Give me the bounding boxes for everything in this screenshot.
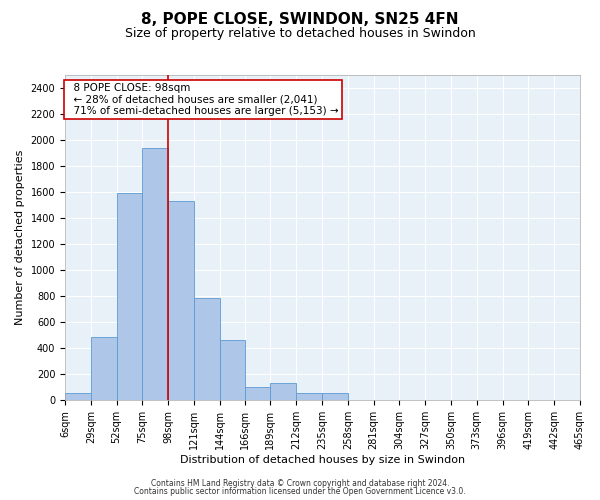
Bar: [65, 392, 91, 400]
Text: Size of property relative to detached houses in Swindon: Size of property relative to detached ho…: [125, 28, 475, 40]
Bar: [91, 336, 116, 400]
Bar: [296, 393, 322, 400]
Bar: [142, 148, 168, 401]
Y-axis label: Number of detached properties: Number of detached properties: [15, 150, 25, 326]
Text: 8, POPE CLOSE, SWINDON, SN25 4FN: 8, POPE CLOSE, SWINDON, SN25 4FN: [141, 12, 459, 28]
Bar: [116, 194, 142, 400]
Text: 8 POPE CLOSE: 98sqm
  ← 28% of detached houses are smaller (2,041)
  71% of semi: 8 POPE CLOSE: 98sqm ← 28% of detached ho…: [67, 83, 339, 116]
Bar: [194, 298, 220, 401]
Bar: [220, 340, 245, 400]
Bar: [271, 384, 296, 400]
Bar: [245, 388, 271, 400]
Bar: [322, 393, 348, 400]
Bar: [168, 201, 194, 400]
X-axis label: Distribution of detached houses by size in Swindon: Distribution of detached houses by size …: [180, 455, 465, 465]
Text: Contains HM Land Registry data © Crown copyright and database right 2024.: Contains HM Land Registry data © Crown c…: [151, 478, 449, 488]
Text: Contains public sector information licensed under the Open Government Licence v3: Contains public sector information licen…: [134, 487, 466, 496]
